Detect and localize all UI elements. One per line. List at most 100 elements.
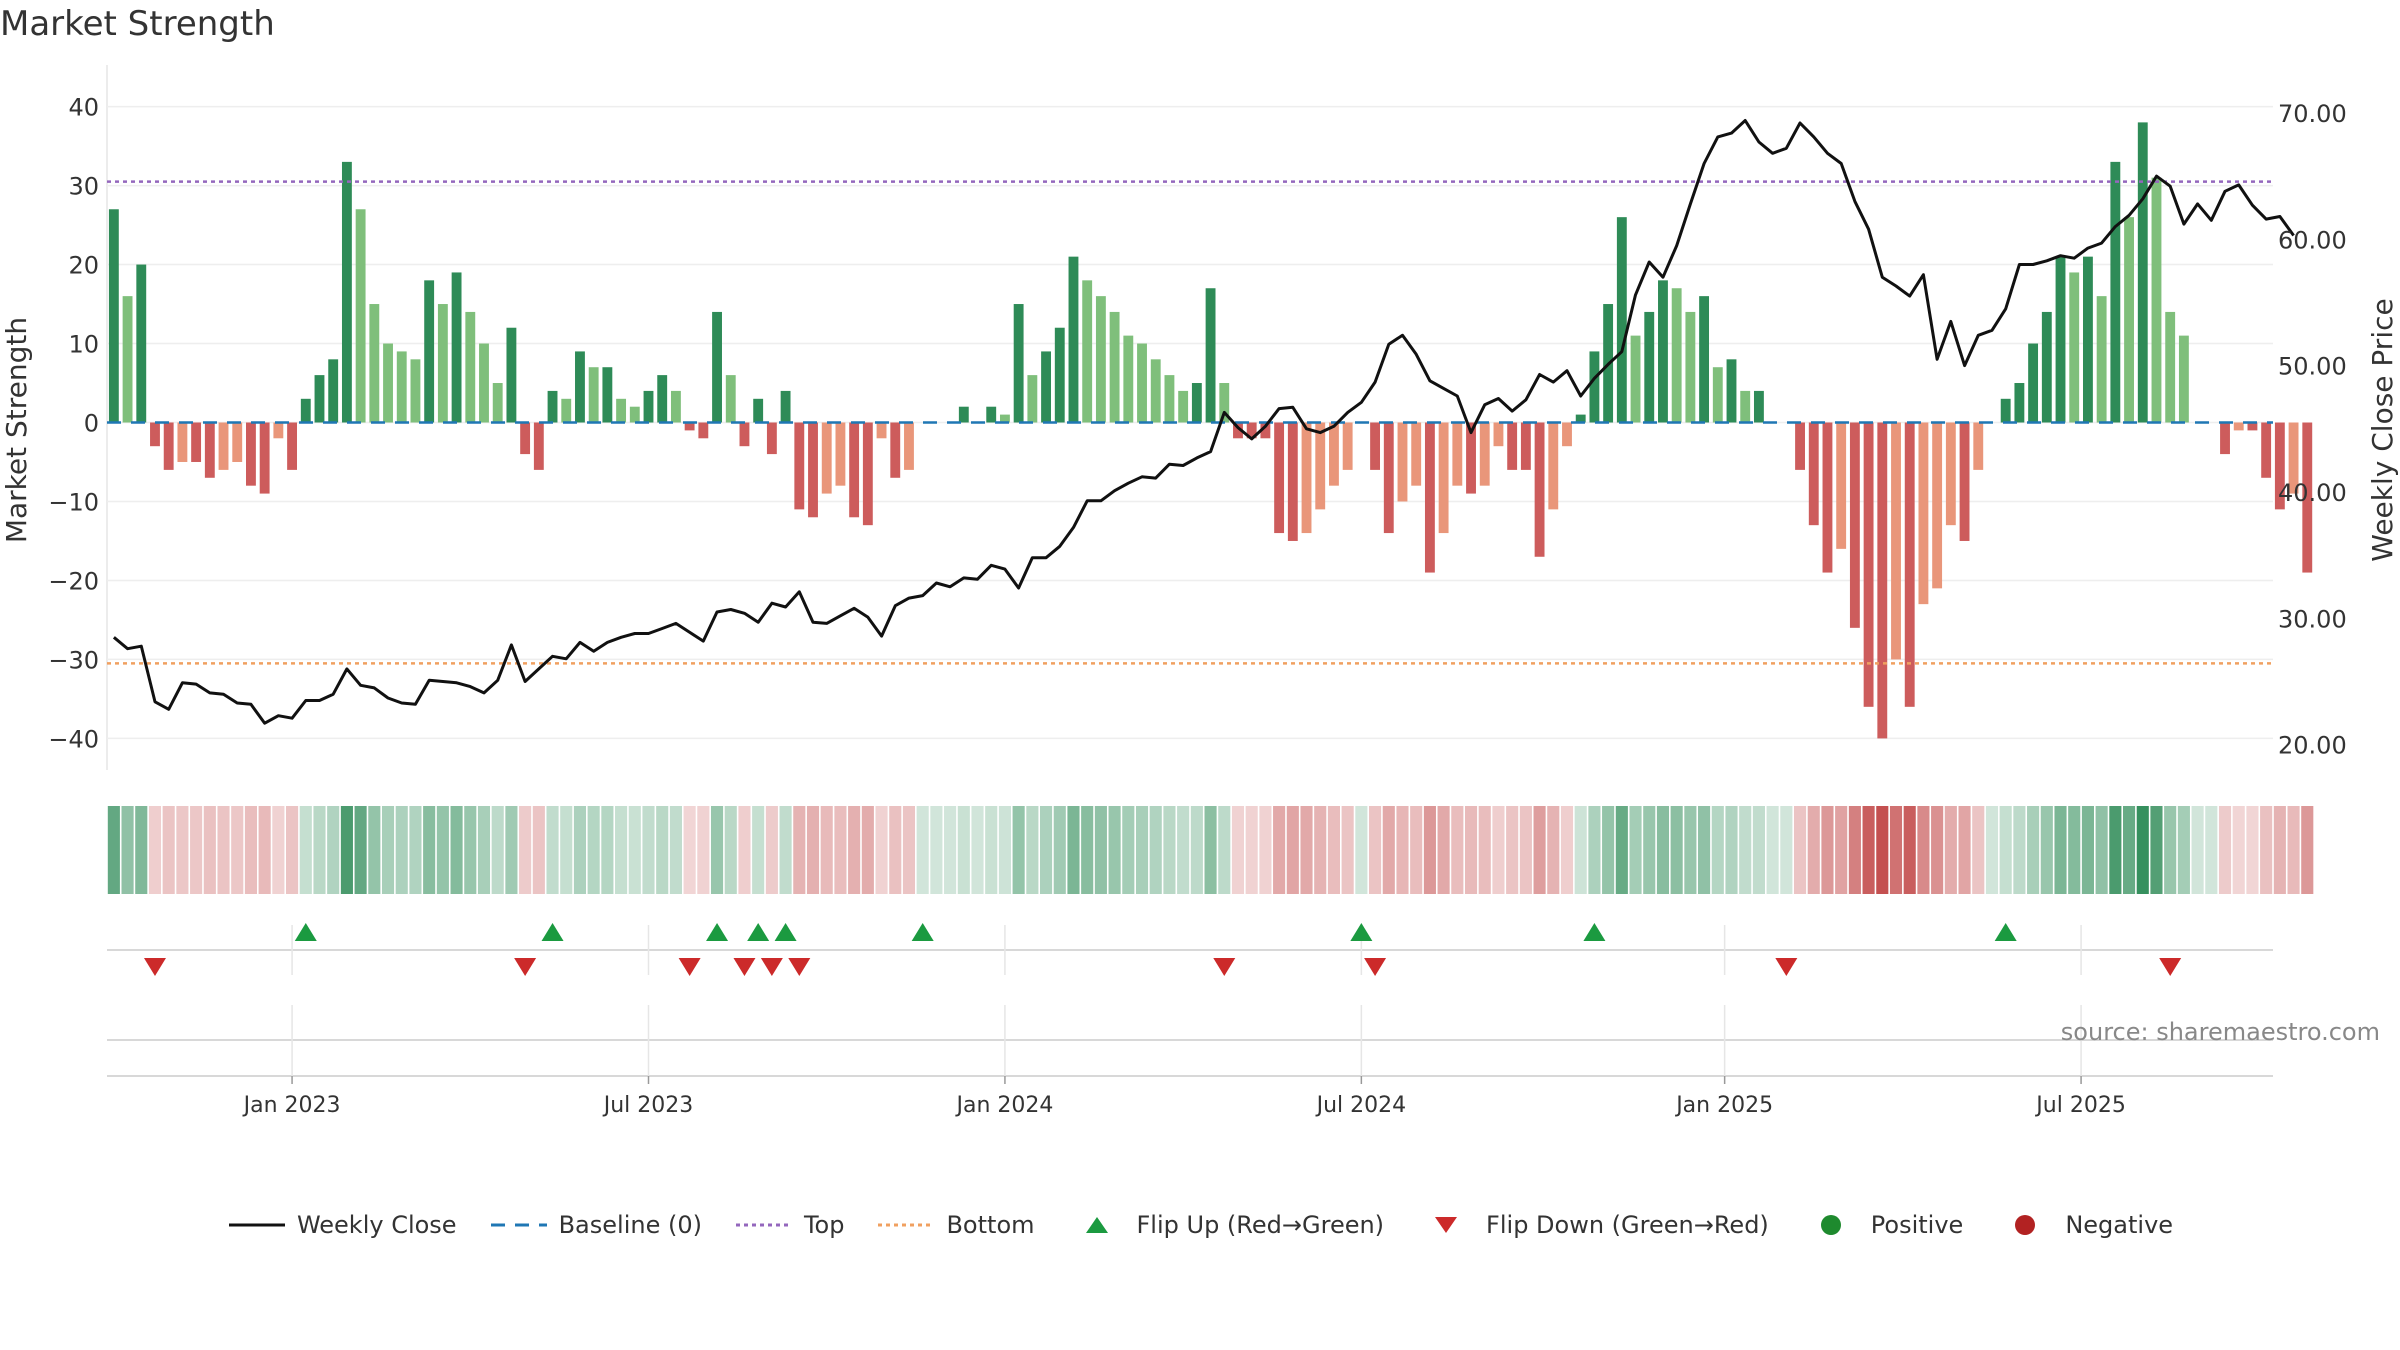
legend-item: Flip Down (Green→Red) [1416, 1211, 1769, 1239]
strength-bar [2014, 383, 2025, 423]
strength-bar [2220, 422, 2230, 455]
heat-cell [1766, 806, 1779, 894]
strength-bar [2124, 217, 2134, 423]
heat-cell [2054, 806, 2067, 894]
y-tick-label: 0 [84, 410, 99, 438]
heat-cell [1451, 806, 1464, 894]
flip-down-marker [514, 958, 537, 976]
strength-bar [1466, 422, 1476, 494]
heat-cell [820, 806, 833, 894]
strength-bar [2233, 422, 2244, 431]
heat-cell [1341, 806, 1354, 894]
strength-bar [1808, 422, 1819, 526]
heat-cell [148, 806, 162, 894]
heat-cell [1862, 806, 1875, 894]
strength-bar [1315, 422, 1326, 510]
flip-up-marker [706, 923, 729, 941]
heat-cell [2095, 806, 2108, 894]
heat-cell [2260, 806, 2273, 894]
x-tick-label: Jul 2025 [2034, 1093, 2126, 1118]
flip-up-marker [911, 923, 934, 941]
strength-bar [383, 343, 393, 423]
strength-bar [1301, 422, 1312, 534]
price-line-layer [112, 119, 2295, 725]
heat-cell [1835, 806, 1848, 894]
strength-bar [1191, 383, 1202, 423]
legend-swatch-icon [735, 1223, 792, 1227]
heat-cell [327, 806, 340, 894]
heat-cell [1588, 806, 1601, 894]
strength-bar [1877, 422, 1888, 739]
strength-bar [1274, 422, 1285, 534]
heat-cell [1615, 806, 1628, 894]
heat-cell [1067, 806, 1080, 894]
y2-tick-label: 50.00 [2278, 353, 2347, 381]
strength-bar [287, 422, 298, 470]
flip-down-marker [678, 958, 701, 976]
axes: 40 30 20 10 0 −10 −20 −30 −40 70.00 60.00 50.00 40.0… [48, 94, 2346, 1118]
heat-cell [1574, 806, 1587, 894]
strength-bar [2082, 256, 2093, 423]
heat-cell [806, 806, 820, 894]
legend-swatch-icon [878, 1223, 935, 1227]
strength-bar [136, 264, 147, 423]
strength-bar [1726, 359, 1737, 423]
heat-cell [1094, 806, 1107, 894]
strength-bar [2151, 177, 2162, 423]
strength-bar [479, 343, 489, 423]
weekly-close-line [112, 119, 2295, 725]
heat-cell [1135, 806, 1149, 894]
strength-bar [1836, 422, 1847, 549]
strength-bar [904, 422, 914, 470]
strength-bar [246, 422, 256, 486]
strength-bar [108, 209, 119, 423]
heat-cell [1985, 806, 1999, 894]
heat-cell [834, 806, 847, 894]
reference-lines [107, 180, 2273, 665]
strength-bar [437, 304, 448, 423]
heat-cell [930, 806, 943, 894]
strength-bar [1479, 422, 1490, 486]
strength-bar [424, 280, 435, 423]
strength-bar [1507, 422, 1518, 470]
y-tick-label: −30 [48, 646, 99, 674]
flip-up-marker [774, 923, 797, 941]
heat-cell [1780, 806, 1793, 894]
strength-bar [698, 422, 709, 439]
strength-bar [1945, 422, 1956, 526]
strength-bar [122, 296, 133, 423]
heat-cell [998, 806, 1011, 894]
heat-cell [1889, 806, 1903, 894]
strength-bar [341, 161, 352, 423]
strength-bar [1109, 311, 1120, 423]
heat-strip [107, 806, 2314, 894]
strength-bar [1246, 422, 1257, 439]
y2-tick-label: 20.00 [2278, 732, 2347, 760]
flip-up-marker [294, 923, 317, 941]
heat-cell [1190, 806, 1203, 894]
heat-cell [1752, 806, 1765, 894]
legend-label: Baseline (0) [558, 1211, 702, 1239]
heat-cell [971, 806, 984, 894]
strength-bar [410, 359, 421, 423]
legend-label: Bottom [946, 1211, 1035, 1239]
heat-cell [2150, 806, 2163, 894]
strength-bar [821, 422, 832, 494]
flip-down-marker [788, 958, 811, 976]
heat-cell [286, 806, 299, 894]
strength-bar [2137, 122, 2148, 423]
heat-cell [1533, 806, 1546, 894]
heat-cell [2123, 806, 2136, 894]
y-tick-label: 20 [68, 252, 99, 280]
heat-cell [1821, 806, 1834, 894]
heat-cell [601, 806, 614, 894]
legend-label: Negative [2065, 1211, 2174, 1239]
legend-item: Bottom [876, 1211, 1035, 1239]
heat-cell [1848, 806, 1861, 894]
heat-cell [738, 806, 751, 894]
legend-swatch-icon [490, 1223, 547, 1227]
strength-bar [1685, 311, 1696, 423]
heat-cell [395, 806, 408, 894]
flip-down-marker [1775, 958, 1798, 976]
flip-down-marker [760, 958, 783, 976]
